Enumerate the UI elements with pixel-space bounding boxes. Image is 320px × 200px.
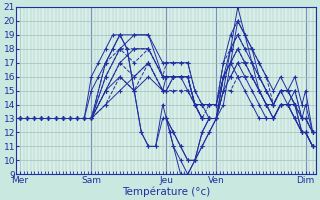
X-axis label: Température (°c): Température (°c) <box>122 186 211 197</box>
